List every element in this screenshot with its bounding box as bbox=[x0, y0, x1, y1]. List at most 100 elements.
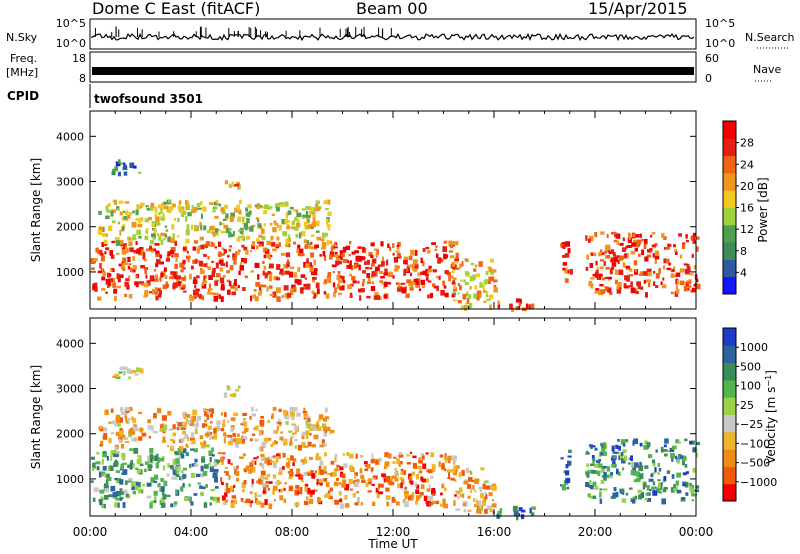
velocity-echo-cell bbox=[586, 472, 590, 478]
velocity-echo-cell bbox=[172, 469, 177, 476]
velocity-echo-cell bbox=[224, 412, 227, 417]
velocity-echo-cell bbox=[682, 472, 687, 476]
velocity-echo-cell bbox=[93, 487, 99, 492]
power-colorbar-band bbox=[723, 259, 736, 278]
power-echo-cell bbox=[339, 250, 344, 256]
velocity-echo-cell bbox=[132, 486, 136, 490]
velocity-echo-cell bbox=[243, 480, 247, 485]
power-echo-cell bbox=[167, 236, 171, 243]
power-echo-cell bbox=[661, 284, 667, 289]
velocity-echo-cell bbox=[150, 425, 154, 431]
power-echo-cell bbox=[269, 285, 273, 289]
power-echo-cell bbox=[564, 253, 570, 258]
velocity-echo-cell bbox=[161, 428, 166, 432]
velocity-echo-cell bbox=[617, 439, 620, 442]
velocity-echo-cell bbox=[182, 473, 186, 479]
velocity-echo-cell bbox=[378, 491, 384, 495]
power-echo-cell bbox=[137, 223, 143, 228]
power-echo-cell bbox=[107, 225, 113, 231]
power-echo-cell bbox=[214, 207, 218, 210]
velocity-echo-cell bbox=[634, 471, 639, 476]
power-echo-cell bbox=[153, 229, 157, 233]
velocity-echo-cell bbox=[201, 423, 205, 428]
power-echo-cell bbox=[306, 258, 309, 264]
power-echo-cell bbox=[460, 305, 465, 309]
velocity-echo-cell bbox=[354, 472, 358, 476]
velocity-echo-cell bbox=[310, 489, 315, 495]
power-echo-cell bbox=[182, 247, 187, 251]
velocity-echo-cell bbox=[398, 461, 403, 465]
velocity-echo-cell bbox=[304, 456, 307, 462]
velocity-echo-cell bbox=[424, 478, 429, 483]
velocity-echo-cell bbox=[201, 457, 206, 463]
power-echo-cell bbox=[349, 273, 352, 277]
power-echo-cell bbox=[565, 241, 571, 247]
power-echo-cell bbox=[296, 212, 302, 218]
velocity-echo-cell bbox=[171, 446, 174, 449]
power-echo-cell bbox=[604, 286, 609, 289]
velocity-echo-cell bbox=[254, 438, 259, 442]
power-echo-cell bbox=[530, 303, 535, 309]
velocity-echo-cell bbox=[189, 437, 195, 441]
power-echo-cell bbox=[366, 259, 370, 265]
power-echo-cell bbox=[170, 249, 175, 255]
power-echo-cell bbox=[118, 274, 124, 278]
power-echo-cell bbox=[110, 254, 115, 259]
power-echo-cell bbox=[351, 251, 356, 255]
velocity-echo-cell bbox=[229, 485, 234, 491]
power-echo-cell bbox=[464, 258, 468, 261]
power-echo-cell bbox=[651, 232, 656, 235]
velocity-echo-cell bbox=[402, 499, 406, 503]
velocity-echo-cell bbox=[612, 492, 616, 498]
power-echo-cell bbox=[114, 200, 118, 206]
power-echo-cell bbox=[257, 292, 262, 296]
nsky-frame bbox=[89, 18, 697, 50]
power-echo-cell bbox=[135, 241, 138, 245]
power-echo-cell bbox=[217, 253, 222, 256]
velocity-echo-cell bbox=[323, 431, 328, 437]
velocity-echo-cell bbox=[485, 485, 491, 490]
power-echo-cell bbox=[448, 275, 451, 282]
power-echo-cell bbox=[666, 267, 672, 271]
velocity-echo-cell bbox=[235, 442, 239, 448]
power-echo-cell bbox=[425, 246, 430, 250]
velocity-echo-cell bbox=[695, 452, 698, 458]
power-echo-cell bbox=[348, 263, 352, 269]
power-echo-cell bbox=[201, 295, 204, 298]
power-echo-cell bbox=[266, 240, 271, 246]
power-echo-cell bbox=[208, 275, 213, 280]
power-echo-cell bbox=[101, 233, 106, 237]
power-echo-cell bbox=[396, 244, 400, 247]
power-echo-cell bbox=[271, 213, 275, 216]
power-echo-cell bbox=[679, 280, 685, 286]
velocity-echo-cell bbox=[100, 502, 104, 509]
power-echo-cell bbox=[132, 268, 136, 273]
power-echo-cell bbox=[294, 216, 298, 222]
velocity-echo-cell bbox=[119, 497, 123, 501]
power-echo-cell bbox=[309, 268, 313, 273]
power-echo-cell bbox=[305, 206, 310, 210]
velocity-echo-cell bbox=[431, 488, 436, 494]
power-echo-cell bbox=[478, 261, 483, 267]
power-echo-cell bbox=[452, 280, 456, 285]
velocity-echo-cell bbox=[110, 465, 114, 471]
power-echo-cell bbox=[370, 242, 375, 247]
power-echo-cell bbox=[223, 218, 227, 221]
velocity-echo-cell bbox=[370, 467, 374, 472]
power-echo-cell bbox=[173, 217, 176, 221]
power-echo-cell bbox=[315, 207, 321, 212]
velocity-echo-cell bbox=[412, 455, 417, 459]
velocity-echo-cell bbox=[148, 468, 152, 471]
velocity-echo-cell bbox=[123, 370, 126, 376]
velocity-echo-cell bbox=[186, 414, 191, 418]
power-echo-cell bbox=[92, 283, 96, 287]
velocity-echo-cell bbox=[202, 470, 208, 476]
power-echo-cell bbox=[308, 224, 312, 229]
power-echo-cell bbox=[409, 264, 414, 268]
power-echo-cell bbox=[485, 293, 489, 298]
velocity-echo-cell bbox=[114, 477, 118, 481]
power-echo-cell bbox=[263, 223, 266, 227]
power-colorbar-tick-label: 4 bbox=[740, 266, 747, 279]
velocity-echo-cell bbox=[467, 470, 471, 473]
